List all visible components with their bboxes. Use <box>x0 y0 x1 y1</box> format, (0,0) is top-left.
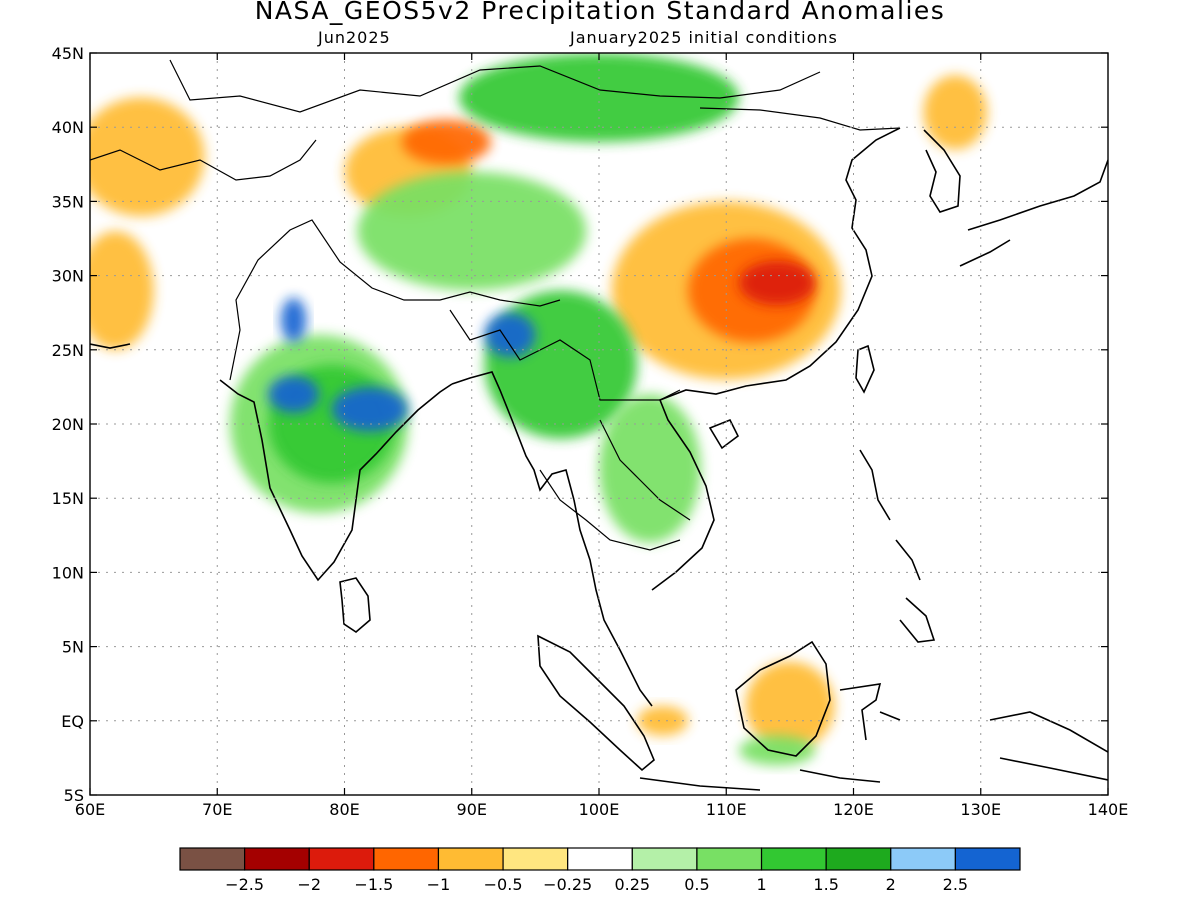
colorbar-label: −2 <box>297 875 321 894</box>
colorbar-label: 2 <box>886 875 896 894</box>
colorbar-label: −0.25 <box>543 875 592 894</box>
anomaly-region <box>459 53 739 143</box>
colorbar-swatch <box>567 847 633 871</box>
colorbar-label: 0.25 <box>614 875 650 894</box>
colorbar-swatch <box>890 847 956 871</box>
lat-tick-label: 45N <box>52 44 84 63</box>
colorbar-label: −1.5 <box>354 875 393 894</box>
colorbar-swatch <box>373 847 440 871</box>
anomaly-region <box>738 260 816 306</box>
anomaly-region <box>599 394 701 543</box>
colorbar-swatch <box>696 847 763 871</box>
anomaly-region <box>745 661 835 751</box>
axis-ticks: 60E 70E 80E 90E 100E 110E 120E 130E 140E 5S EQ 5N 10… <box>52 44 1129 819</box>
colorbar-label: −0.5 <box>484 875 523 894</box>
lon-tick-label: 100E <box>579 800 620 819</box>
colorbar-swatch <box>244 847 310 871</box>
lat-tick-label: 5S <box>64 786 84 805</box>
colorbar: −2.5 −2 −1.5 −1 −0.5 −0.25 0.25 0.5 1 1.5 2 2.5 <box>179 847 1021 894</box>
anomaly-region <box>357 171 587 291</box>
lat-tick-label: 15N <box>52 489 84 508</box>
colorbar-swatch <box>954 847 1021 871</box>
anomaly-region <box>268 375 320 413</box>
colorbar-label: 2.5 <box>943 875 968 894</box>
anomaly-region <box>280 297 307 343</box>
anomaly-region <box>637 705 689 736</box>
lat-tick-label: EQ <box>61 712 84 731</box>
lat-tick-label: 20N <box>52 415 84 434</box>
colorbar-swatch <box>760 847 827 871</box>
lon-tick-label: 80E <box>329 800 359 819</box>
anomaly-region <box>401 119 491 165</box>
lon-tick-label: 110E <box>706 800 747 819</box>
lat-tick-label: 25N <box>52 341 84 360</box>
colorbar-label: −1 <box>427 875 451 894</box>
lat-tick-label: 40N <box>52 118 84 137</box>
anomaly-region <box>923 75 988 150</box>
coastlines <box>90 127 1108 791</box>
lon-tick-label: 90E <box>457 800 487 819</box>
colorbar-swatch <box>437 847 504 871</box>
lon-tick-label: 120E <box>833 800 874 819</box>
lon-tick-label: 130E <box>960 800 1001 819</box>
colorbar-swatch <box>179 847 246 871</box>
colorbar-label: 0.5 <box>684 875 709 894</box>
lat-tick-label: 30N <box>52 267 84 286</box>
map-title: NASA_GEOS5v2 Precipitation Standard Anom… <box>254 0 946 25</box>
valid-month: Jun2025 <box>318 28 391 47</box>
lon-tick-label: 70E <box>202 800 232 819</box>
colorbar-swatch <box>631 847 698 871</box>
colorbar-swatch <box>825 847 892 871</box>
lat-tick-label: 5N <box>62 638 84 657</box>
gridlines <box>90 53 1108 795</box>
anomaly-region <box>90 231 154 350</box>
anomaly-region <box>331 386 409 432</box>
colorbar-label: −2.5 <box>225 875 264 894</box>
lon-tick-label: 60E <box>75 800 105 819</box>
initial-conditions: January2025 initial conditions <box>570 28 838 47</box>
colorbar-label: 1 <box>756 875 766 894</box>
anomaly-region <box>738 735 816 766</box>
country-borders <box>90 59 901 551</box>
lat-tick-label: 10N <box>52 563 84 582</box>
lat-tick-label: 35N <box>52 192 84 211</box>
colorbar-label: 1.5 <box>813 875 838 894</box>
colorbar-swatch <box>308 847 375 871</box>
colorbar-swatch <box>502 847 569 871</box>
anomaly-region <box>484 312 536 358</box>
anomaly-shading <box>90 53 988 766</box>
anomaly-region <box>90 97 205 217</box>
lon-tick-label: 140E <box>1088 800 1129 819</box>
